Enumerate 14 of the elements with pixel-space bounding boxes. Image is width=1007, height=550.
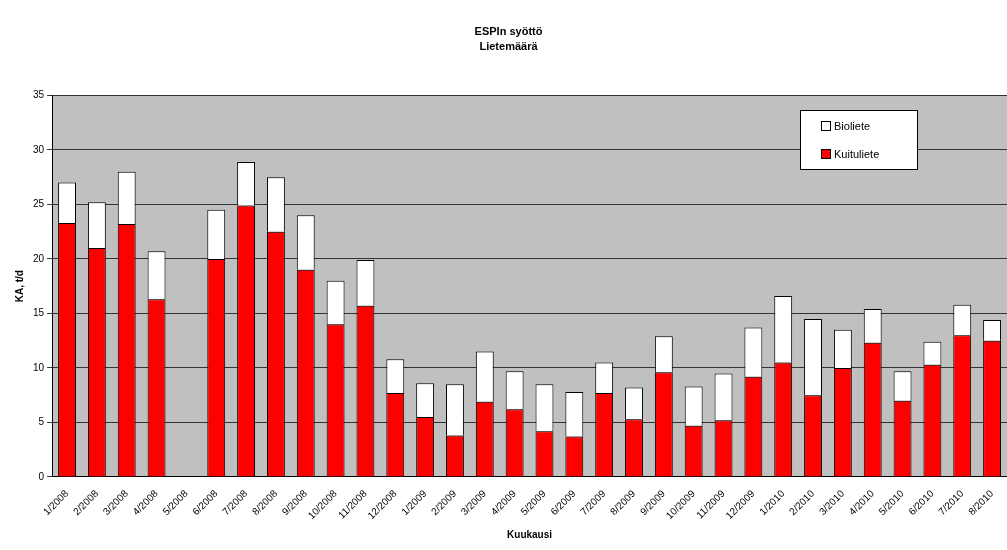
y-tick-label: 30 [33, 143, 45, 155]
y-tick-label: 0 [38, 470, 45, 482]
chart-subtitle: Lietemäärä [479, 39, 539, 52]
y-tick-label: 20 [33, 252, 45, 264]
y-tick-label: 10 [33, 361, 45, 373]
y-tick-label: 15 [33, 307, 45, 319]
legend-label: Bioliete [834, 120, 871, 133]
x-axis-title: Kuukausi [507, 528, 553, 540]
y-tick-label: 35 [33, 89, 45, 101]
legend-label: Kuituliete [834, 148, 880, 161]
y-axis-title: KA, t/d [13, 270, 25, 303]
chart-title: ESPIn syöttö [474, 24, 543, 37]
y-tick-label: 5 [38, 416, 45, 428]
y-tick-label: 25 [33, 198, 45, 210]
